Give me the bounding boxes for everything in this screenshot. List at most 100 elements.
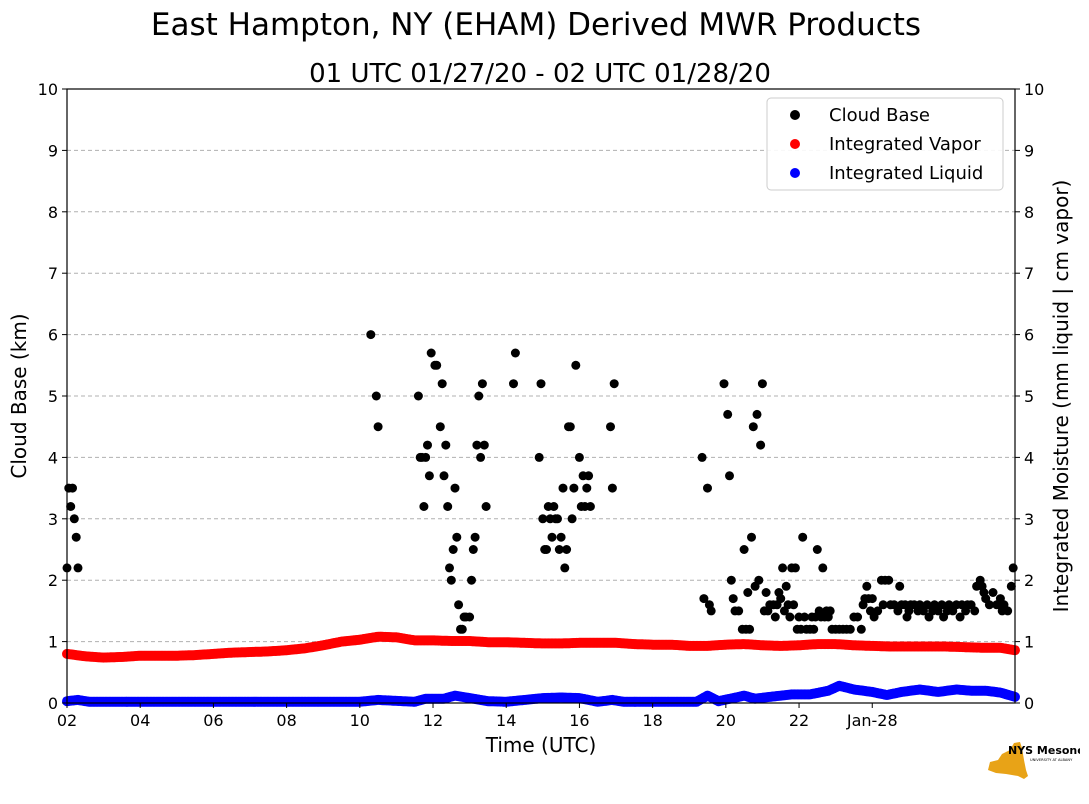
y-axis-label-left: Cloud Base (km) xyxy=(7,313,31,478)
cloud-base-point xyxy=(534,452,544,462)
cloud-base-point xyxy=(798,532,808,542)
y-tick-label-right: 4 xyxy=(1024,448,1034,467)
grid-lines xyxy=(67,149,1015,643)
cloud-base-point xyxy=(582,483,592,493)
cloud-base-point xyxy=(66,502,76,511)
cloud-base-point xyxy=(606,422,615,432)
y-tick-label-right: 1 xyxy=(1024,633,1034,652)
cloud-base-point xyxy=(719,379,729,389)
cloud-base-point xyxy=(560,563,570,573)
cloud-base-point xyxy=(699,594,709,604)
cloud-base-point xyxy=(790,563,800,573)
x-tick-label: 10 xyxy=(350,711,370,730)
y-axis-label-right: Integrated Moisture (mm liquid | cm vapo… xyxy=(1049,180,1073,613)
cloud-base-point xyxy=(609,379,619,389)
cloud-base-point xyxy=(809,624,819,634)
cloud-base-point xyxy=(366,330,376,340)
cloud-base-point xyxy=(477,379,487,389)
x-axis-label: Time (UTC) xyxy=(485,733,597,757)
cloud-base-point xyxy=(703,483,712,493)
cloud-base-point xyxy=(549,502,559,511)
cloud-base-point xyxy=(585,502,595,511)
y-tick-label-right: 7 xyxy=(1024,264,1034,283)
cloud-base-point xyxy=(818,563,828,573)
cloud-base-point xyxy=(825,606,835,616)
cloud-base-point xyxy=(439,471,449,481)
integrated-liquid-series xyxy=(62,680,1020,707)
cloud-base-point xyxy=(723,409,733,419)
y-tick-label-right: 10 xyxy=(1024,80,1044,99)
legend: Cloud Base Integrated Vapor Integrated L… xyxy=(766,97,1004,191)
y-tick-label-right: 3 xyxy=(1024,510,1034,529)
y-tick-label-left: 10 xyxy=(38,80,58,99)
cloud-base-point xyxy=(68,483,77,493)
cloud-base-point xyxy=(748,422,758,432)
cloud-base-point xyxy=(884,575,894,585)
x-tick-label: 22 xyxy=(789,711,809,730)
y-tick-label-left: 4 xyxy=(48,448,58,467)
cloud-base-point xyxy=(445,563,454,573)
legend-marker-cloud-base xyxy=(790,110,800,120)
cloud-base-series xyxy=(62,330,1018,634)
cloud-base-point xyxy=(441,440,451,450)
cloud-base-point xyxy=(373,422,383,432)
legend-marker-integrated-liquid xyxy=(790,168,800,178)
cloud-base-point xyxy=(538,514,548,524)
cloud-base-point xyxy=(467,575,476,585)
cloud-base-point xyxy=(781,581,791,591)
legend-label-integrated-liquid: Integrated Liquid xyxy=(829,163,983,184)
cloud-base-point xyxy=(71,532,81,542)
cloud-base-point xyxy=(1006,581,1016,591)
legend-marker-integrated-vapor xyxy=(790,139,800,149)
y-tick-label-right: 9 xyxy=(1024,141,1034,160)
y-tick-label-right: 8 xyxy=(1024,203,1034,222)
cloud-base-point xyxy=(509,379,518,389)
cloud-base-point xyxy=(988,588,998,597)
legend-label-integrated-vapor: Integrated Vapor xyxy=(829,134,981,155)
cloud-base-point xyxy=(472,440,482,450)
cloud-base-point xyxy=(413,391,423,401)
cloud-base-point xyxy=(571,360,581,370)
cloud-base-point xyxy=(424,471,434,481)
y-tick-label-left: 7 xyxy=(48,264,58,283)
x-tick-label: 08 xyxy=(276,711,296,730)
cloud-base-point xyxy=(856,624,866,634)
cloud-base-point xyxy=(743,588,753,597)
cloud-base-point xyxy=(558,483,568,493)
cloud-base-point xyxy=(510,348,520,358)
y-tick-label-left: 0 xyxy=(48,694,58,713)
chart-title: East Hampton, NY (EHAM) Derived MWR Prod… xyxy=(151,7,921,43)
cloud-base-point xyxy=(574,452,584,462)
cloud-base-point xyxy=(853,612,863,622)
cloud-base-point xyxy=(770,612,780,622)
cloud-base-point xyxy=(479,440,489,450)
y-tick-label-left: 6 xyxy=(48,326,58,345)
x-tick-label: Jan-28 xyxy=(846,711,898,730)
cloud-base-point xyxy=(937,600,947,610)
y-tick-label-right: 2 xyxy=(1024,571,1034,590)
cloud-base-point xyxy=(862,581,872,591)
new-york-state-icon xyxy=(988,742,1028,779)
cloud-base-point xyxy=(562,545,572,554)
y-tick-label-right: 0 xyxy=(1024,694,1034,713)
nys-mesonet-logo: NYS Mesonet UNIVERSITY AT ALBANY xyxy=(988,742,1080,779)
cloud-base-point xyxy=(542,545,551,554)
cloud-base-point xyxy=(454,600,464,610)
x-tick-label: 20 xyxy=(716,711,736,730)
cloud-base-point xyxy=(470,532,480,542)
y-tick-label-left: 2 xyxy=(48,571,58,590)
cloud-base-point xyxy=(448,545,458,554)
cloud-base-point xyxy=(867,594,877,604)
y-axis-ticks: 0 0 1 1 2 2 3 3 4 4 5 5 6 6 7 7 8 8 9 9 10 10 xyxy=(38,80,1045,713)
cloud-base-point xyxy=(452,532,462,542)
cloud-base-point xyxy=(556,532,566,542)
cloud-base-point xyxy=(785,612,795,622)
cloud-base-point xyxy=(789,600,799,610)
cloud-base-point xyxy=(922,600,932,610)
y-tick-label-left: 8 xyxy=(48,203,58,222)
chart-subtitle: 01 UTC 01/27/20 - 02 UTC 01/28/20 xyxy=(309,59,771,89)
cloud-base-point xyxy=(371,391,381,401)
cloud-base-point xyxy=(426,348,436,358)
y-tick-label-left: 3 xyxy=(48,510,58,529)
